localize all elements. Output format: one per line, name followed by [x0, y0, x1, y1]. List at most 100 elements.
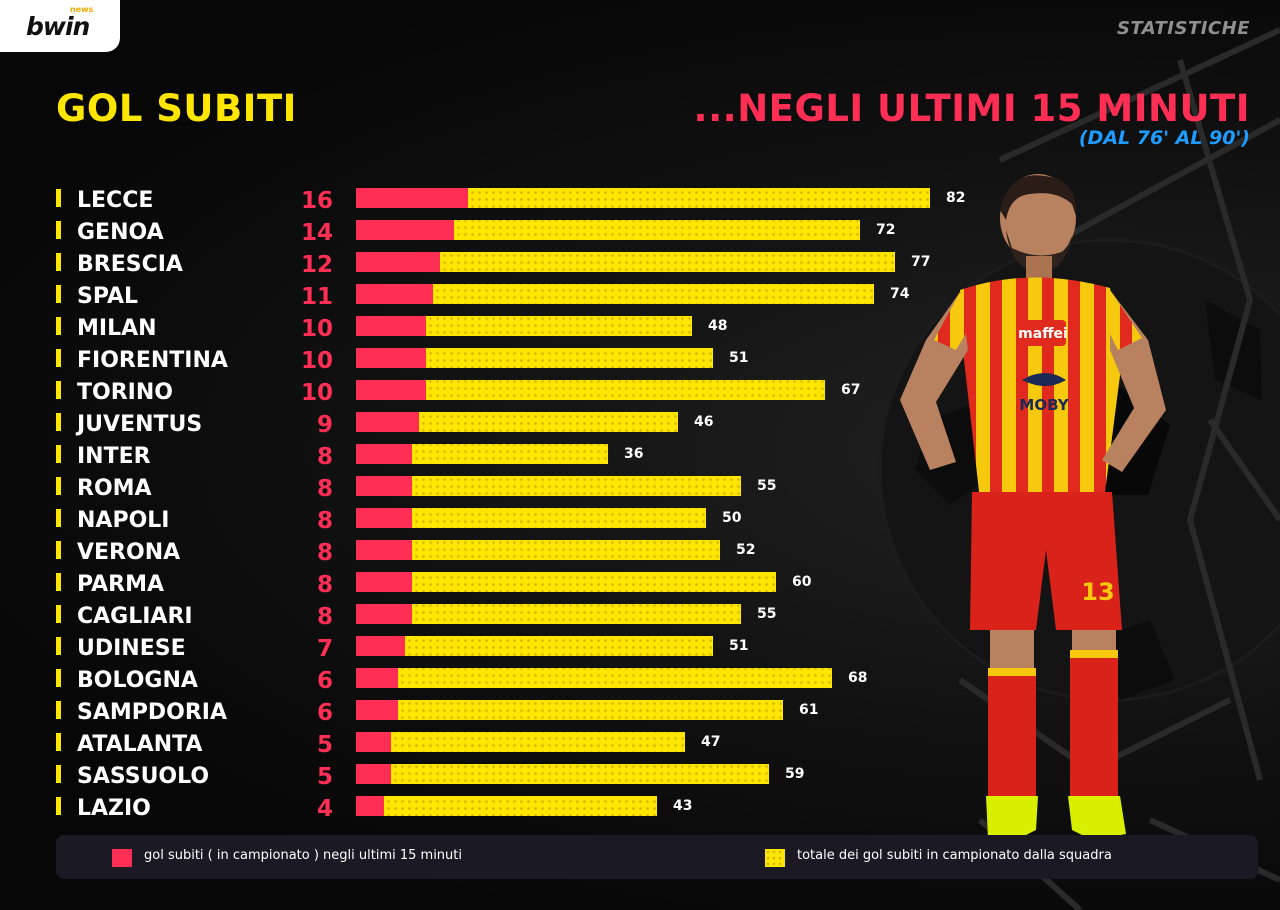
team-label: ROMA [77, 476, 152, 501]
value-total-goals: 36 [624, 446, 643, 462]
bar-late-goals [356, 476, 412, 496]
bar-total-goals [356, 412, 678, 432]
team-label: LECCE [77, 188, 153, 213]
row-marker [56, 445, 61, 463]
bar-late-goals [356, 668, 398, 688]
value-late-goals: 10 [301, 316, 333, 342]
legend-swatch-red [112, 849, 132, 867]
section-tag: STATISTICHE [1116, 18, 1250, 39]
bar-total-goals [356, 540, 720, 560]
legend [56, 835, 1258, 879]
bar-total-goals [356, 284, 874, 304]
bar-late-goals [356, 252, 440, 272]
value-late-goals: 5 [317, 764, 333, 790]
team-label: BRESCIA [77, 252, 183, 277]
team-label: JUVENTUS [75, 412, 202, 437]
value-total-goals: 82 [946, 190, 965, 206]
bar-total-goals [356, 764, 769, 784]
team-label: PARMA [77, 572, 164, 597]
bar-late-goals [356, 732, 391, 752]
row-marker [56, 221, 61, 239]
bar-late-goals [356, 540, 412, 560]
team-label: NAPOLI [77, 508, 169, 533]
value-total-goals: 72 [876, 222, 895, 238]
value-total-goals: 50 [722, 510, 742, 526]
player-illustration: maffei MOBY 13 [900, 174, 1166, 848]
brand-wordmark: bwin [26, 12, 90, 41]
value-total-goals: 60 [792, 574, 812, 590]
value-late-goals: 7 [317, 636, 333, 662]
team-label: SASSUOLO [77, 764, 209, 789]
sponsor-moby: MOBY [1019, 396, 1069, 414]
value-total-goals: 46 [694, 414, 713, 430]
bar-total-goals [356, 572, 776, 592]
shirt-number: 13 [1081, 578, 1114, 606]
bar-late-goals [356, 380, 426, 400]
chart-subtitle: (DAL 76' AL 90') [1078, 127, 1250, 149]
value-late-goals: 8 [317, 444, 333, 470]
value-late-goals: 8 [317, 540, 333, 566]
row-marker [56, 509, 61, 527]
row-marker [56, 285, 61, 303]
bar-late-goals [356, 700, 398, 720]
value-total-goals: 51 [729, 638, 748, 654]
bar-late-goals [356, 796, 384, 816]
value-total-goals: 47 [701, 734, 720, 750]
legend-label-red: gol subiti ( in campionato ) negli ultim… [144, 848, 462, 863]
value-late-goals: 6 [317, 700, 333, 726]
row-marker [56, 381, 61, 399]
bar-total-goals [356, 220, 860, 240]
bar-late-goals [356, 572, 412, 592]
value-late-goals: 8 [317, 604, 333, 630]
row-marker [56, 189, 61, 207]
row-marker [56, 477, 61, 495]
row-marker [56, 253, 61, 271]
row-marker [56, 317, 61, 335]
bar-late-goals [356, 284, 433, 304]
bar-total-goals [356, 444, 608, 464]
value-late-goals: 16 [301, 188, 333, 214]
bar-total-goals [356, 668, 832, 688]
value-late-goals: 8 [317, 476, 333, 502]
value-late-goals: 10 [301, 348, 333, 374]
bar-total-goals [356, 316, 692, 336]
bar-late-goals [356, 444, 412, 464]
value-total-goals: 74 [890, 286, 910, 302]
bar-late-goals [356, 604, 412, 624]
team-label: MILAN [77, 316, 157, 341]
team-label: INTER [77, 444, 151, 469]
bar-total-goals [356, 348, 713, 368]
row-marker [56, 797, 61, 815]
row-marker [56, 637, 61, 655]
legend-label-yellow: totale dei gol subiti in campionato dall… [797, 848, 1112, 863]
bar-late-goals [356, 764, 391, 784]
team-label: FIORENTINA [77, 348, 228, 373]
brand-logo: news bwin [0, 0, 120, 52]
row-marker [56, 669, 61, 687]
value-late-goals: 4 [317, 796, 333, 822]
row-marker [56, 413, 61, 431]
row-marker [56, 605, 61, 623]
bar-late-goals [356, 316, 426, 336]
legend-swatch-yellow [765, 849, 785, 867]
chart-title-right: ...NEGLI ULTIMI 15 MINUTI [693, 87, 1250, 130]
row-marker [56, 701, 61, 719]
row-marker [56, 573, 61, 591]
value-late-goals: 12 [301, 252, 333, 278]
value-total-goals: 68 [848, 670, 867, 686]
bar-total-goals [356, 508, 706, 528]
bar-total-goals [356, 188, 930, 208]
row-marker [56, 541, 61, 559]
value-total-goals: 43 [673, 798, 692, 814]
brand-news-label: news [70, 5, 94, 14]
sponsor-maffei: maffei [1018, 326, 1068, 342]
value-late-goals: 9 [317, 412, 333, 438]
bar-late-goals [356, 220, 454, 240]
value-late-goals: 14 [301, 220, 333, 246]
bar-total-goals [356, 732, 685, 752]
team-label: BOLOGNA [77, 668, 198, 693]
value-total-goals: 55 [757, 606, 776, 622]
value-late-goals: 6 [317, 668, 333, 694]
